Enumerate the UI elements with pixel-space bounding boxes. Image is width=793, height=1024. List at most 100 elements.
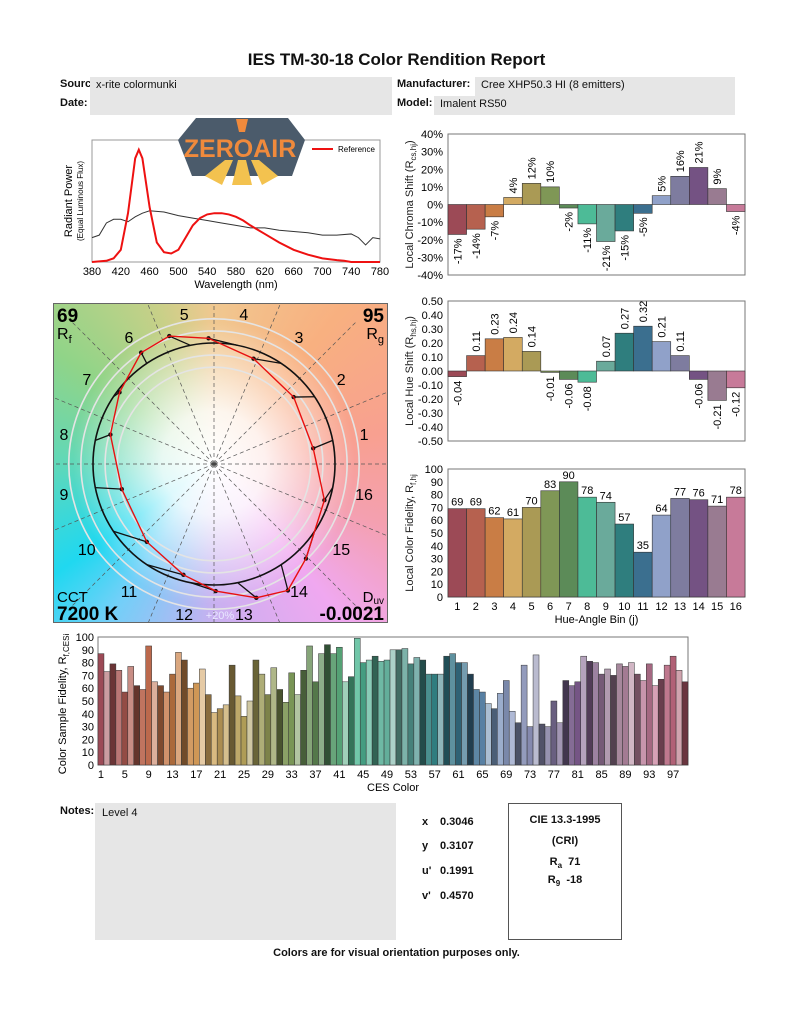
footer-note: Colors are for visual orientation purpos… xyxy=(273,947,520,959)
ces-bar-4 xyxy=(115,670,123,766)
ces-bar-54 xyxy=(413,657,421,766)
bar-value-label: 0.11 xyxy=(471,331,483,352)
ces-bar-14 xyxy=(175,652,182,766)
x-tick-label: 13 xyxy=(166,769,178,781)
notes-field: Level 4 xyxy=(95,803,396,940)
x-tick-label: 45 xyxy=(357,769,369,781)
ces-bar-44 xyxy=(354,638,361,766)
logo-plate xyxy=(178,118,305,176)
ces-bar-58 xyxy=(437,673,444,766)
y-axis-title: Local Color Fidelity, Rf,hj xyxy=(404,474,418,592)
bar-bin-10 xyxy=(614,332,634,372)
bar-bin-14 xyxy=(689,499,709,598)
y-tick-label: 20 xyxy=(82,734,94,746)
ces-bar-15 xyxy=(181,659,188,766)
ces-bar-18 xyxy=(199,668,206,766)
ces-bar-42 xyxy=(342,681,349,766)
x-tick-label: 61 xyxy=(452,769,464,781)
ces-bar-36 xyxy=(306,645,313,766)
bar-bin-7 xyxy=(559,204,579,209)
duv-label: Duv xyxy=(363,589,384,607)
bar-bin-9 xyxy=(596,501,616,598)
y-tick-label: 60 xyxy=(82,683,94,695)
r9-value: -18 xyxy=(566,874,583,887)
ces-bar-90 xyxy=(628,662,635,766)
ces-bar-21 xyxy=(216,708,224,766)
bin-number-label: 11 xyxy=(121,584,138,601)
logo-text: ZEROAIR xyxy=(184,135,297,163)
y-tick-label: 0.00 xyxy=(422,366,443,378)
scale-label: +20% xyxy=(206,610,235,622)
bar-bin-4 xyxy=(503,518,523,598)
chromaticity-v-label: v' xyxy=(422,890,431,902)
test-polygon xyxy=(109,335,326,599)
bar-bin-1 xyxy=(447,370,467,377)
y-tick-label: -30% xyxy=(417,252,443,264)
cri-title: CIE 13.3-1995 xyxy=(529,814,601,826)
ces-bar-68 xyxy=(497,693,504,766)
ces-bar-56 xyxy=(425,673,432,766)
y-tick-label: 0 xyxy=(437,592,443,604)
y-axis-title: Radiant Power xyxy=(63,165,75,237)
bar-value-label: -2% xyxy=(564,212,576,232)
y-tick-label: 0.20 xyxy=(422,338,443,350)
ra-sub: a xyxy=(557,861,563,871)
x-tick-label: 700 xyxy=(313,266,331,278)
chromaticity-u-label: u' xyxy=(422,865,432,877)
bar-bin-16 xyxy=(726,204,746,212)
bar-bin-12 xyxy=(651,195,672,205)
y-axis-title-subscript: f,hj xyxy=(409,474,418,485)
bar-value-label: -0.06 xyxy=(694,383,706,408)
y-axis-title: Local Hue Shift (Rhs,hj) xyxy=(404,316,418,426)
x-tick-label: 660 xyxy=(284,266,302,278)
y-tick-label: 60 xyxy=(431,515,443,527)
y-tick-label: -10% xyxy=(417,217,443,229)
bar-bin-11 xyxy=(633,204,653,214)
model-label: Model: xyxy=(397,97,433,109)
ces-bar-40 xyxy=(330,653,337,766)
ces-bar-45 xyxy=(359,662,367,766)
x-tick-label: 33 xyxy=(286,769,298,781)
x-axis-title: CES Color xyxy=(367,782,419,794)
x-tick-label: 2 xyxy=(473,601,479,613)
local-hue-shift-chart: 0.500.400.300.200.100.00-0.10-0.20-0.30-… xyxy=(404,296,746,448)
y-tick-label: -20% xyxy=(417,235,443,247)
bar-value-label: 0.27 xyxy=(619,308,631,329)
x-tick-label: 65 xyxy=(476,769,488,781)
ces-bar-99 xyxy=(681,681,689,766)
chromaticity-y-label: y xyxy=(422,840,429,852)
bin-boundary-line xyxy=(148,463,215,622)
ces-bar-64 xyxy=(473,689,480,766)
bar-value-label: 71 xyxy=(711,494,723,506)
bar-value-label: 69 xyxy=(470,497,482,509)
vector-arrow xyxy=(237,582,257,599)
ces-bar-65 xyxy=(479,691,486,766)
bar-value-label: -4% xyxy=(731,215,743,235)
bar-value-label: 35 xyxy=(637,540,649,552)
y-axis-title-main: Local Hue Shift (R xyxy=(404,337,416,426)
ces-bar-63 xyxy=(467,673,474,766)
y-tick-label: 80 xyxy=(82,658,94,670)
bar-bin-5 xyxy=(521,507,542,598)
ces-bar-73 xyxy=(526,726,534,766)
ces-bar-38 xyxy=(318,653,325,766)
ces-bar-57 xyxy=(431,673,438,766)
ces-bar-29 xyxy=(264,694,272,766)
vector-arrow xyxy=(312,439,333,449)
x-tick-label: 580 xyxy=(227,266,245,278)
color-vector-graphic-background xyxy=(53,303,388,623)
bar-value-label: -11% xyxy=(582,228,594,253)
ces-bar-88 xyxy=(616,663,623,766)
bar-bin-11 xyxy=(633,551,653,598)
y-tick-label: 20 xyxy=(431,566,443,578)
bar-bin-9 xyxy=(596,204,616,242)
bar-bin-8 xyxy=(577,496,597,598)
ces-bar-30 xyxy=(270,667,278,766)
y-tick-label: 20% xyxy=(421,164,443,176)
ces-bar-33 xyxy=(288,672,295,766)
bar-value-label: 21% xyxy=(694,141,706,163)
bin-boundary-line xyxy=(213,463,387,537)
bar-bin-9 xyxy=(596,360,616,372)
ces-bar-5 xyxy=(121,691,129,766)
